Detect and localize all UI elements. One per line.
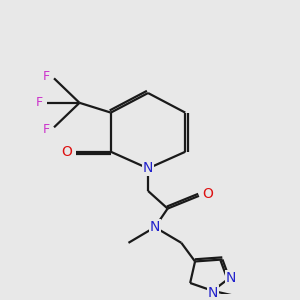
Text: N: N [226, 271, 236, 285]
Text: F: F [43, 123, 50, 136]
Text: F: F [36, 96, 43, 109]
Text: O: O [202, 187, 213, 201]
Text: N: N [208, 286, 218, 300]
Text: N: N [150, 220, 160, 234]
Text: N: N [143, 161, 153, 176]
Text: O: O [61, 145, 72, 159]
Text: F: F [43, 70, 50, 83]
